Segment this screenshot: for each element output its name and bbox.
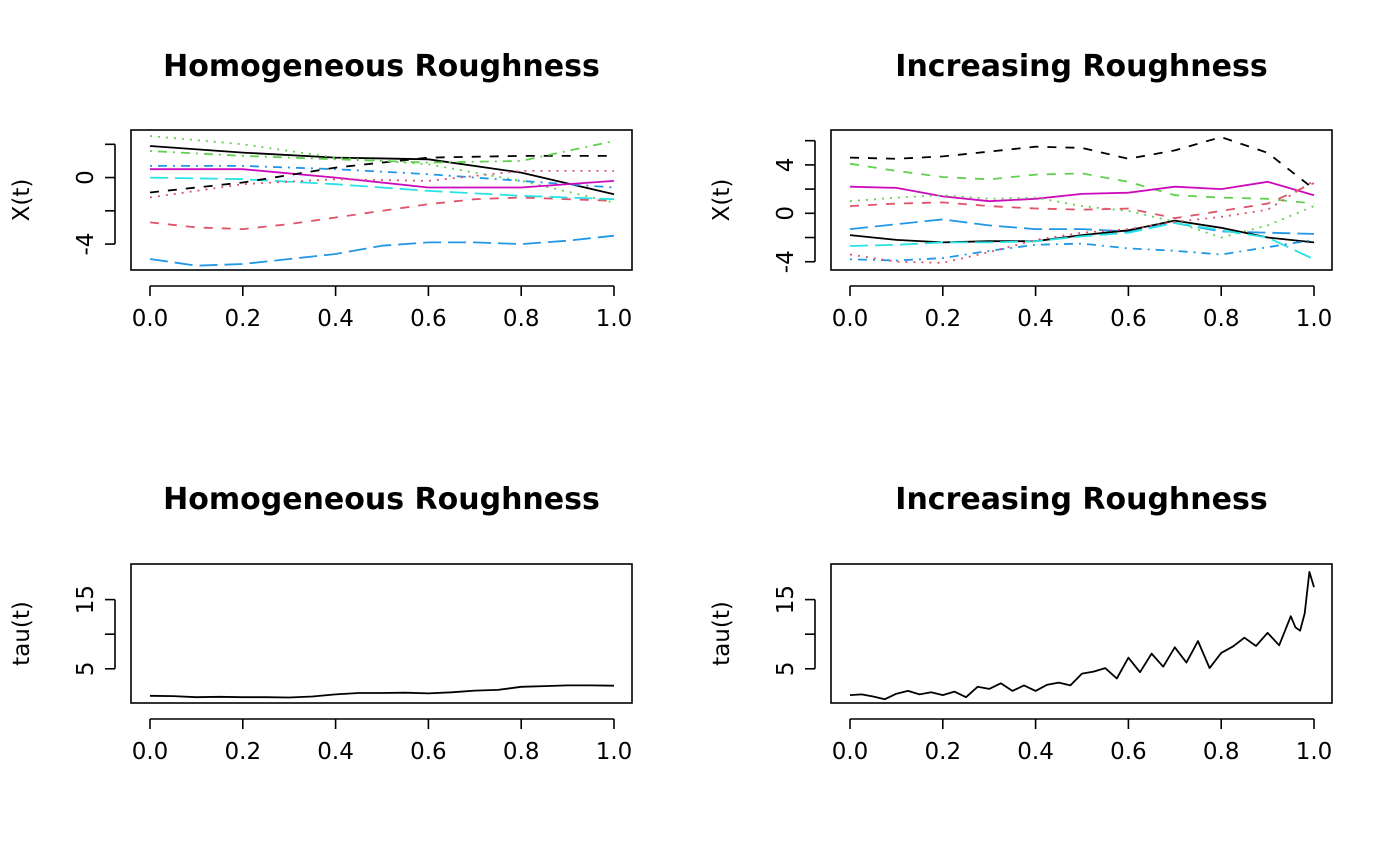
x-tick-label: 1.0 xyxy=(596,739,633,765)
y-tick-label: 0 xyxy=(73,170,99,185)
y-tick-label: 15 xyxy=(73,585,99,614)
series-group xyxy=(849,571,1315,701)
x-tick-label: 1.0 xyxy=(1296,306,1333,332)
series-line-8 xyxy=(849,222,1315,261)
panel-1: Homogeneous Roughness 0.0 0.2 0.4 0.6 0.8 1.0 -… xyxy=(9,49,633,332)
y-tick-label: -4 xyxy=(773,250,799,273)
series-group xyxy=(849,136,1315,264)
x-tick-label: 0.2 xyxy=(925,306,962,332)
series-line-2 xyxy=(849,162,1315,205)
series-line-5 xyxy=(849,182,1315,220)
plot-frame xyxy=(130,563,633,704)
x-tick-label: 0.6 xyxy=(1110,306,1147,332)
y-axis-label: X(t) xyxy=(9,179,35,222)
series-line-1 xyxy=(149,145,615,196)
y-axis-label: X(t) xyxy=(709,179,735,222)
x-tick-label: 0.4 xyxy=(1017,739,1054,765)
x-tick-label: 0.2 xyxy=(925,739,962,765)
x-tick-label: 0.6 xyxy=(410,306,447,332)
x-tick-label: 0.2 xyxy=(225,739,262,765)
x-tick-label: 0.0 xyxy=(832,739,869,765)
panel-title: Homogeneous Roughness xyxy=(163,482,600,517)
x-tick-label: 0.2 xyxy=(225,306,262,332)
y-tick-label: 4 xyxy=(773,158,799,173)
x-tick-label: 1.0 xyxy=(596,306,633,332)
plot-frame xyxy=(830,129,1333,271)
y-axis-label: tau(t) xyxy=(709,601,735,666)
plot-frame xyxy=(830,563,1333,704)
plot-frame xyxy=(130,129,633,271)
series-line-7 xyxy=(149,154,614,194)
x-tick-label: 0.4 xyxy=(317,306,354,332)
x-tick-label: 1.0 xyxy=(1296,739,1333,765)
panel-title: Homogeneous Roughness xyxy=(163,49,600,84)
panel-3: Homogeneous Roughness 0.0 0.2 0.4 0.6 0.8 1.0 5… xyxy=(9,482,633,765)
y-tick-label: 15 xyxy=(773,585,799,614)
x-tick-label: 0.8 xyxy=(503,306,540,332)
y-tick-label: 5 xyxy=(73,661,99,676)
series-line-9 xyxy=(849,239,1315,262)
series-line-1 xyxy=(849,571,1315,701)
panel-title: Increasing Roughness xyxy=(895,482,1267,517)
x-tick-label: 0.0 xyxy=(132,306,169,332)
x-tick-label: 0.6 xyxy=(410,739,447,765)
x-tick-label: 0.8 xyxy=(1203,306,1240,332)
series-line-9 xyxy=(149,140,615,164)
x-tick-label: 0.4 xyxy=(317,739,354,765)
series-group xyxy=(149,135,615,267)
series-line-3 xyxy=(849,180,1315,203)
x-tick-label: 0.4 xyxy=(1017,306,1054,332)
series-line-2 xyxy=(149,196,615,231)
series-line-1 xyxy=(149,684,615,699)
series-line-4 xyxy=(849,194,1315,239)
x-tick-label: 0.8 xyxy=(503,739,540,765)
x-tick-label: 0.0 xyxy=(832,306,869,332)
y-tick-label: 0 xyxy=(773,206,799,221)
panel-title: Increasing Roughness xyxy=(895,49,1267,84)
y-tick-label: 5 xyxy=(773,661,799,676)
series-line-1 xyxy=(849,136,1315,190)
panel-4: Increasing Roughness 0.0 0.2 0.4 0.6 0.8 1.0 5 1… xyxy=(709,482,1333,765)
series-line-5 xyxy=(149,176,615,201)
y-axis-label: tau(t) xyxy=(9,601,35,666)
series-line-4 xyxy=(150,164,615,189)
x-tick-label: 0.6 xyxy=(1110,739,1147,765)
y-tick-label: -4 xyxy=(73,233,99,256)
series-line-7 xyxy=(849,219,1315,244)
series-line-3 xyxy=(149,135,615,204)
series-group xyxy=(149,684,615,699)
panel-2: Increasing Roughness 0.0 0.2 0.4 0.6 0.8 1.0 -4… xyxy=(709,49,1333,332)
series-line-6 xyxy=(150,168,615,189)
x-tick-label: 0.8 xyxy=(1203,739,1240,765)
series-line-8 xyxy=(149,169,614,199)
series-line-10 xyxy=(149,234,615,267)
x-tick-label: 0.0 xyxy=(132,739,169,765)
